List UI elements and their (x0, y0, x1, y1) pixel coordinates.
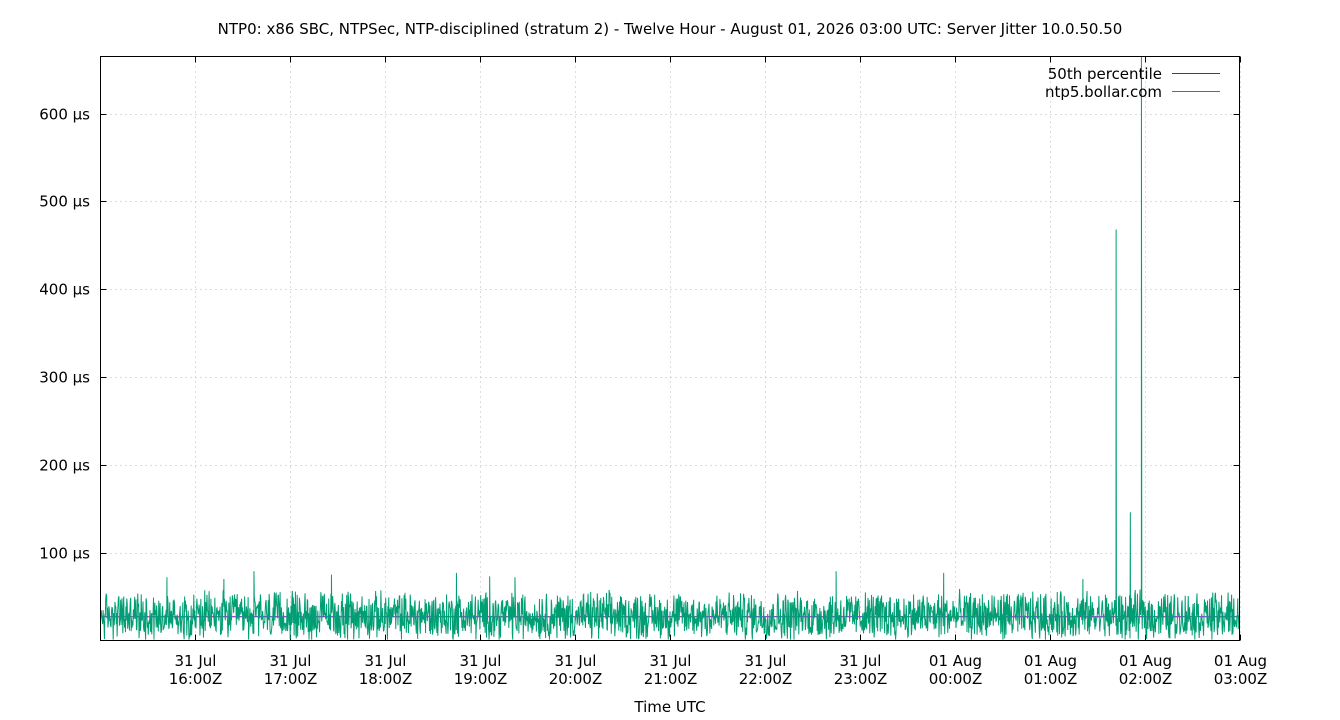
plot-frame (100, 56, 1240, 641)
x-tick-label-time: 20:00Z (549, 670, 603, 688)
legend-entry-50th-percentile: 50th percentile (1048, 65, 1220, 83)
y-tick-label: 200 µs (39, 457, 90, 475)
x-axis-label: Time UTC (633, 698, 705, 716)
x-tick-label-time: 21:00Z (644, 670, 698, 688)
y-tick-label: 600 µs (39, 106, 90, 124)
x-tick-label-date: 01 Aug (1214, 652, 1267, 670)
axis-ticks: 100 µs 200 µs 300 µs 400 µs 500 µs 600 µs 31 J… (39, 56, 1268, 688)
x-tick-label-time: 17:00Z (264, 670, 318, 688)
x-tick-label-time: 22:00Z (739, 670, 793, 688)
x-tick-label-time: 02:00Z (1119, 670, 1173, 688)
x-tick-label-date: 31 Jul (460, 652, 502, 670)
x-tick-label-time: 18:00Z (359, 670, 413, 688)
x-tick-label-date: 31 Jul (555, 652, 597, 670)
legend: 50th percentile ntp5.bollar.com (1045, 65, 1220, 101)
legend-entry-ntp5-bollar-com: ntp5.bollar.com (1045, 83, 1220, 101)
x-tick-label-date: 31 Jul (175, 652, 217, 670)
y-tick-label: 300 µs (39, 369, 90, 387)
x-tick-label-date: 01 Aug (929, 652, 982, 670)
x-tick-label-date: 01 Aug (1119, 652, 1172, 670)
x-tick-label-time: 03:00Z (1214, 670, 1268, 688)
x-tick-label-date: 31 Jul (840, 652, 882, 670)
x-tick-label-time: 01:00Z (1024, 670, 1078, 688)
x-tick-label-date: 01 Aug (1024, 652, 1077, 670)
x-tick-label-time: 00:00Z (929, 670, 983, 688)
x-tick-label-time: 16:00Z (169, 670, 223, 688)
series-line-ntp5-bollar-com (100, 56, 1240, 640)
chart-title: NTP0: x86 SBC, NTPSec, NTP-disciplined (… (218, 20, 1123, 38)
series-lines (100, 56, 1240, 640)
y-tick-label: 100 µs (39, 545, 90, 563)
y-tick-label: 400 µs (39, 281, 90, 299)
x-tick-label-date: 31 Jul (270, 652, 312, 670)
legend-label-50th-percentile: 50th percentile (1048, 65, 1162, 83)
y-tick-label: 500 µs (39, 193, 90, 211)
legend-label-ntp5-bollar-com: ntp5.bollar.com (1045, 83, 1162, 101)
x-tick-label-date: 31 Jul (365, 652, 407, 670)
x-tick-label-time: 19:00Z (454, 670, 508, 688)
x-tick-label-time: 23:00Z (834, 670, 888, 688)
x-tick-label-date: 31 Jul (650, 652, 692, 670)
grid-lines (100, 56, 1241, 641)
x-tick-label-date: 31 Jul (745, 652, 787, 670)
